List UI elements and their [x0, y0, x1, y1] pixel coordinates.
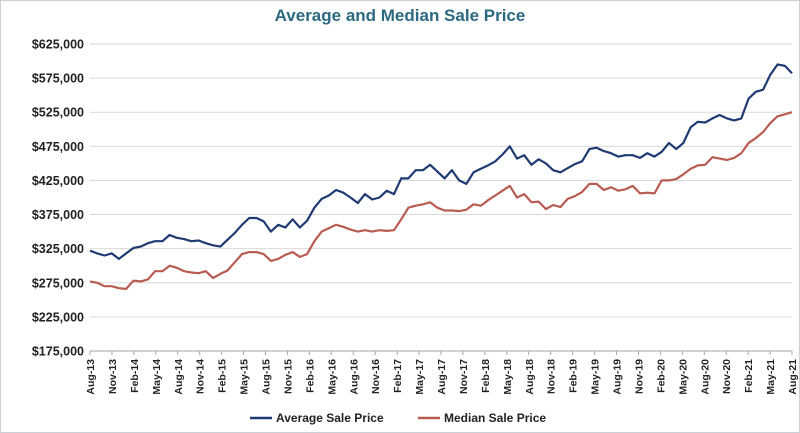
x-tick-label: Feb-21 — [743, 359, 755, 393]
x-tick-label: Nov-13 — [107, 359, 119, 394]
x-tick-label: Feb-18 — [480, 359, 492, 393]
y-tick-label: $525,000 — [32, 106, 84, 120]
x-tick-label: Aug-16 — [348, 359, 360, 395]
x-tick-label: Feb-17 — [392, 359, 404, 393]
median-sale-priceline — [89, 111, 793, 290]
x-tick-label: Feb-16 — [304, 359, 316, 393]
y-tick-label: $425,000 — [32, 174, 84, 188]
y-tick-label: $325,000 — [32, 242, 84, 256]
x-tick-label: May-18 — [502, 359, 514, 395]
x-tick-label: Aug-17 — [436, 359, 448, 395]
y-tick-label: $475,000 — [32, 140, 84, 154]
x-tick-label: Nov-19 — [633, 359, 645, 394]
x-tick-label: Aug-19 — [612, 359, 624, 395]
x-tick-label: May-14 — [151, 359, 163, 395]
x-tick-label: May-20 — [677, 359, 689, 395]
legend: Average Sale Price Median Sale Price — [250, 411, 546, 425]
x-axis-ticks: Aug-13 Nov-13 Feb-14 May-14 Aug-14 Nov-14 Feb-… — [85, 351, 799, 395]
x-tick-label: Feb-15 — [217, 359, 229, 393]
x-tick-label: May-17 — [414, 359, 426, 395]
y-tick-label: $625,000 — [32, 38, 84, 52]
x-tick-label: May-21 — [765, 359, 777, 395]
x-tick-label: May-15 — [239, 359, 251, 395]
x-tick-label: May-16 — [326, 359, 338, 395]
average-sale-price-legend-label: Average Sale Price — [276, 411, 384, 425]
y-tick-label: $575,000 — [32, 72, 84, 86]
gridlines — [90, 43, 792, 352]
y-axis-ticks: $175,000 $225,000 $275,000 $325,000 $375,000… — [32, 38, 84, 359]
x-tick-label: Feb-19 — [568, 359, 580, 393]
x-tick-label: Aug-18 — [524, 359, 536, 395]
y-tick-label: $275,000 — [32, 276, 84, 290]
x-tick-label: Nov-18 — [546, 359, 558, 394]
median-sale-price-legend-label: Median Sale Price — [444, 411, 546, 425]
x-tick-label: Nov-15 — [282, 359, 294, 394]
x-tick-label: Aug-20 — [699, 359, 711, 395]
x-tick-label: Aug-13 — [85, 359, 97, 395]
x-tick-label: May-19 — [590, 359, 602, 395]
x-tick-label: Aug-21 — [787, 359, 799, 395]
x-tick-label: Feb-20 — [655, 359, 667, 393]
x-tick-label: Aug-14 — [173, 359, 185, 395]
y-tick-label: $175,000 — [32, 345, 84, 359]
y-tick-label: $225,000 — [32, 310, 84, 324]
series-layer — [89, 63, 793, 290]
x-tick-label: Aug-15 — [261, 359, 273, 395]
x-tick-label: Nov-17 — [458, 359, 470, 394]
x-tick-label: Nov-14 — [195, 359, 207, 394]
x-tick-label: Nov-16 — [370, 359, 382, 394]
average-sale-priceline — [89, 63, 793, 260]
x-tick-label: Nov-20 — [721, 359, 733, 394]
y-tick-label: $375,000 — [32, 208, 84, 222]
chart-title: Average and Median Sale Price — [274, 6, 526, 25]
x-tick-label: Feb-14 — [129, 359, 141, 393]
